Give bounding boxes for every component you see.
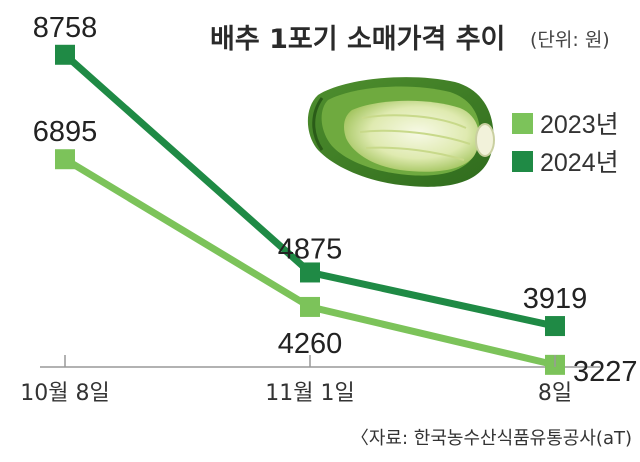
chart-title: 배추 1포기 소매가격 추이: [210, 24, 505, 55]
x-tick-label-1: 11월 1일: [265, 381, 354, 406]
data-point-2024-1: [300, 262, 320, 283]
legend-swatch-2024: [512, 151, 533, 172]
legend: 2023년 2024년: [512, 111, 619, 177]
data-label-2024-1: 4875: [278, 233, 343, 265]
cabbage-icon: [307, 77, 495, 187]
series-line-2024: [62, 52, 556, 330]
legend-label-2024: 2024년: [540, 149, 619, 177]
legend-label-2023: 2023년: [540, 111, 619, 139]
data-label-2023-2: 3227: [573, 356, 638, 388]
data-labels-layer: 6895 4260 3227 8758 4875 3919: [33, 12, 638, 388]
data-point-2023-1: [300, 296, 320, 317]
data-label-2024-0: 8758: [33, 12, 98, 44]
legend-swatch-2023: [512, 113, 533, 134]
data-point-2024-0: [55, 44, 75, 65]
x-tick-label-2: 8일: [538, 381, 572, 406]
source-note: 〈자료: 한국농수산식품유통공사(aT): [351, 428, 632, 449]
data-label-2024-2: 3919: [523, 283, 588, 315]
x-tick-layer: 10월 8일 11월 1일 8일: [20, 355, 572, 406]
data-point-2023-0: [55, 149, 75, 170]
data-label-2023-1: 4260: [278, 328, 343, 360]
data-label-2023-0: 6895: [33, 116, 98, 148]
series-layer: [55, 44, 565, 375]
unit-label: (단위: 원): [530, 29, 610, 51]
x-tick-label-0: 10월 8일: [20, 381, 109, 406]
data-point-2024-2: [545, 316, 565, 337]
